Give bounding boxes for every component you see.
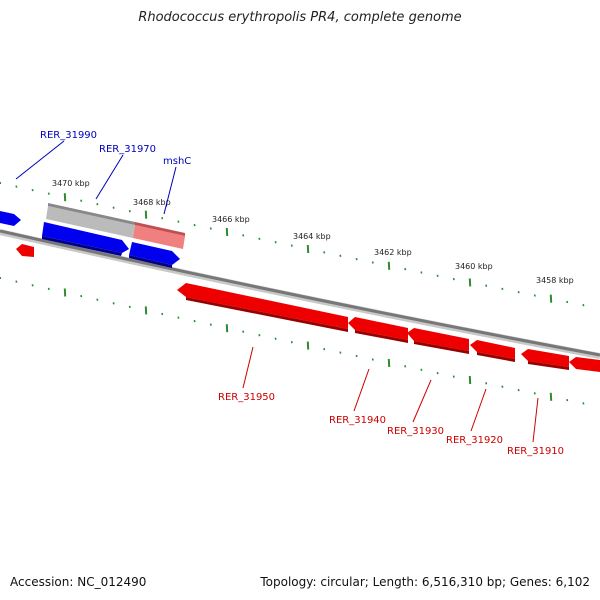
scale-label-3462: 3462 kbp	[374, 248, 412, 257]
genome-backbone-core	[0, 229, 600, 357]
scale-label-3466: 3466 kbp	[212, 215, 250, 224]
gene-arrow-rer-31940-shade	[355, 330, 408, 343]
gene-arrow-rer-31940[interactable]	[348, 317, 408, 340]
gene-arrow-left-edge[interactable]	[0, 211, 21, 226]
accession-text: Accession: NC_012490	[10, 575, 147, 589]
gene-arrow-rer-31950[interactable]	[177, 283, 348, 329]
topology-text: Topology: circular; Length: 6,516,310 bp…	[260, 575, 590, 589]
scale-label-3470: 3470 kbp	[52, 179, 90, 188]
forward-strand	[0, 203, 185, 268]
gene-arrow-highlight-grey[interactable]	[46, 206, 135, 238]
reverse-strand	[16, 244, 600, 372]
gene-arrow-mshc[interactable]	[133, 225, 185, 249]
gene-label-rer-31920[interactable]: RER_31920	[446, 435, 503, 446]
gene-arrow-highlight-grey-top	[48, 203, 135, 225]
gene-arrow-rer-31910-shade	[528, 361, 569, 370]
gene-label-rer-31940[interactable]: RER_31940	[329, 415, 386, 426]
gene-arrow-rer-31970[interactable]	[42, 222, 129, 253]
gene-arrow-rer-31970-shade	[42, 236, 122, 256]
gene-label-rer-31970[interactable]: RER_31970	[99, 144, 156, 155]
gene-arrow-rer-31910[interactable]	[521, 349, 569, 367]
gene-arrow-rer-31950-shade	[186, 297, 348, 332]
gene-arrow-forward-3[interactable]	[129, 242, 180, 265]
gene-arrow-rer-31920-shade	[477, 352, 515, 362]
gene-arrow-mshc-top	[135, 222, 185, 236]
forward-gene-leaders	[15, 140, 177, 215]
lower-scale-ticks	[0, 276, 585, 405]
gene-arrow-rer-31920[interactable]	[470, 340, 515, 359]
gene-label-rer-31950[interactable]: RER_31950	[218, 392, 275, 403]
upper-scale-ticks	[0, 181, 585, 307]
scale-label-3464: 3464 kbp	[293, 232, 331, 241]
gene-arrow-forward-3-shade	[129, 255, 172, 268]
gene-arrow-rer-31930-shade	[414, 341, 469, 354]
gene-arrow-reverse-left[interactable]	[16, 244, 34, 257]
scale-label-3458: 3458 kbp	[536, 276, 574, 285]
gene-arrow-rer-31930[interactable]	[407, 328, 469, 351]
gene-label-rer-31930[interactable]: RER_31930	[387, 426, 444, 437]
gene-label-rer-31990[interactable]: RER_31990	[40, 130, 97, 141]
reverse-gene-leaders	[242, 346, 539, 443]
gene-arrow-reverse-right-edge[interactable]	[569, 357, 600, 372]
gene-label-rer-31910[interactable]: RER_31910	[507, 446, 564, 457]
gene-label-mshc[interactable]: mshC	[163, 156, 191, 167]
map-title: Rhodococcus erythropolis PR4, complete g…	[138, 10, 462, 25]
scale-label-3468: 3468 kbp	[133, 198, 171, 207]
scale-label-3460: 3460 kbp	[455, 262, 493, 271]
